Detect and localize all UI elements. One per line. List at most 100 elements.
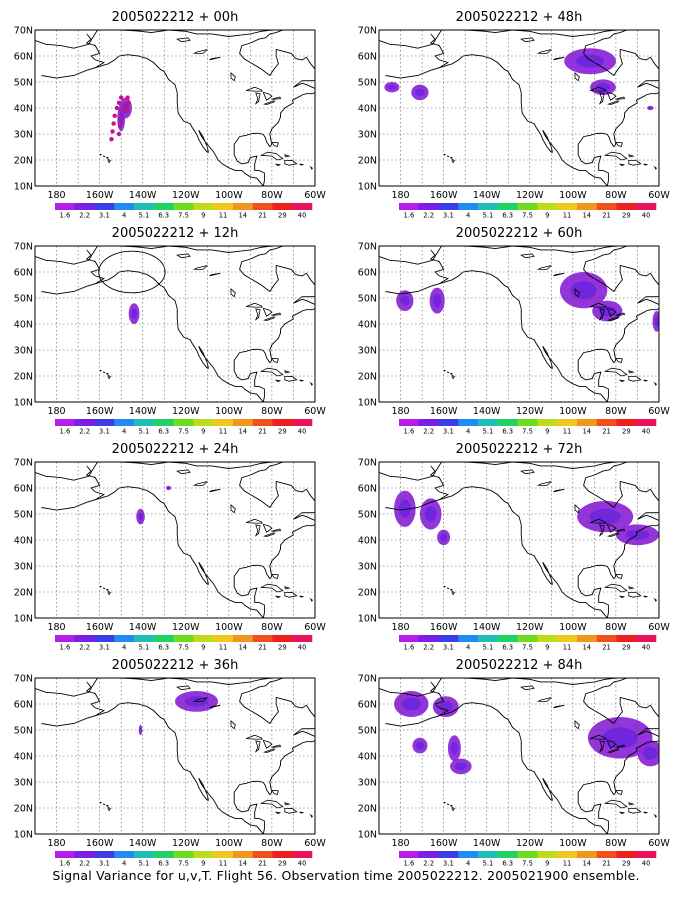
map-frame	[34, 29, 316, 187]
map-panel-p00: 2005022212 + 00h 70N 60N 50N 40N 30N 20N 10N 180…	[14, 10, 327, 220]
lake-outline	[262, 532, 276, 538]
lon-label: 80W	[261, 406, 283, 417]
colorbar-swatch	[153, 635, 174, 642]
colorbar-swatch	[114, 419, 135, 426]
variance-core	[648, 106, 653, 110]
island-outline	[284, 154, 291, 158]
lake-outline	[262, 307, 273, 317]
coastline	[293, 296, 315, 305]
colorbar-label: 2.2	[423, 860, 434, 868]
colorbar-swatch	[399, 419, 420, 426]
lon-label: 180	[391, 190, 409, 201]
island-outline	[615, 573, 623, 579]
coastline	[233, 308, 315, 402]
colorbar-label: 2.2	[79, 860, 90, 868]
colorbar-label: 5.1	[483, 644, 494, 652]
lake-outline	[598, 524, 605, 537]
lat-label: 70N	[14, 26, 33, 37]
island-outline	[102, 371, 105, 373]
lon-label: 160W	[430, 838, 458, 849]
lat-label: 10N	[14, 182, 33, 193]
colorbar-swatch	[193, 419, 214, 426]
colorbar-swatch	[134, 851, 155, 858]
lon-label: 140W	[473, 406, 501, 417]
coastline	[239, 246, 315, 293]
island-outline	[451, 590, 455, 596]
island-outline	[102, 155, 105, 157]
flight-track-dot	[117, 124, 123, 129]
lat-label: 30N	[14, 562, 33, 573]
lake-outline	[615, 312, 626, 316]
coastline	[577, 92, 659, 186]
lon-label: 120W	[516, 622, 544, 633]
coastline	[35, 678, 98, 697]
lon-label: 60W	[304, 838, 326, 849]
colorbar-label: 11	[219, 644, 228, 652]
lat-label: 60N	[14, 52, 33, 63]
island-outline	[299, 379, 305, 382]
lon-label: 180	[47, 838, 65, 849]
flight-track-dot	[121, 108, 126, 113]
lat-label: 50N	[14, 510, 33, 521]
lon-label: 140W	[129, 838, 157, 849]
map-panel-p72: 2005022212 + 72h 70N 60N 50N 40N 30N 20N 10N 180…	[358, 442, 671, 652]
target-circle	[98, 250, 166, 294]
lake-outline	[262, 100, 276, 106]
colorbar-swatch	[213, 851, 234, 858]
colorbar-label: 11	[219, 860, 228, 868]
island-outline	[284, 370, 291, 374]
colorbar-swatch	[213, 419, 234, 426]
island-outline	[628, 807, 642, 814]
colorbar-label: 29	[278, 860, 287, 868]
colorbar-label: 29	[622, 860, 631, 868]
lake-outline	[606, 91, 617, 101]
lake-outline	[553, 704, 565, 709]
island-outline	[259, 367, 284, 377]
lat-label: 20N	[358, 804, 377, 815]
island-outline	[107, 806, 111, 812]
colorbar-swatch	[478, 203, 499, 210]
lake-outline	[615, 744, 626, 748]
lon-label: 160W	[86, 190, 114, 201]
lon-label: 180	[391, 622, 409, 633]
colorbar-swatch	[636, 851, 657, 858]
lat-label: 40N	[14, 104, 33, 115]
island-outline	[107, 590, 111, 596]
lon-label: 180	[47, 622, 65, 633]
lake-outline	[230, 719, 236, 730]
coastline	[35, 246, 98, 265]
coastline	[439, 54, 608, 186]
island-outline	[628, 586, 635, 590]
island-outline	[99, 801, 103, 804]
lon-label: 100W	[559, 838, 587, 849]
panel-title: 2005022212 + 48h	[456, 10, 583, 25]
map-panel-p36: 2005022212 + 36h 70N 60N 50N 40N 30N 20N 10N 180…	[14, 658, 327, 868]
colorbar-label: 5.1	[483, 860, 494, 868]
island-outline	[275, 379, 282, 382]
lat-label: 60N	[358, 484, 377, 495]
colorbar-label: 2.2	[423, 428, 434, 436]
lon-label: 160W	[430, 622, 458, 633]
lake-outline	[520, 253, 535, 259]
lon-label: 120W	[172, 406, 200, 417]
colorbar-label: 7.5	[178, 212, 189, 220]
colorbar-swatch	[458, 419, 479, 426]
lake-outline	[176, 253, 191, 259]
colorbar-swatch	[537, 635, 558, 642]
lon-label: 100W	[215, 406, 243, 417]
coastline	[35, 462, 98, 481]
colorbar-label: 21	[258, 860, 267, 868]
island-outline	[446, 371, 449, 373]
colorbar-label: 4	[466, 428, 470, 436]
colorbar-swatch	[438, 851, 459, 858]
colorbar-label: 1.6	[59, 428, 70, 436]
lat-label: 60N	[358, 268, 377, 279]
lon-label: 100W	[215, 190, 243, 201]
colorbar-swatch	[517, 851, 538, 858]
lat-label: 70N	[358, 458, 377, 469]
island-outline	[643, 811, 649, 814]
lon-label: 60W	[304, 190, 326, 201]
panel-title: 2005022212 + 36h	[112, 658, 239, 673]
island-outline	[653, 813, 657, 818]
coastline	[95, 702, 264, 834]
